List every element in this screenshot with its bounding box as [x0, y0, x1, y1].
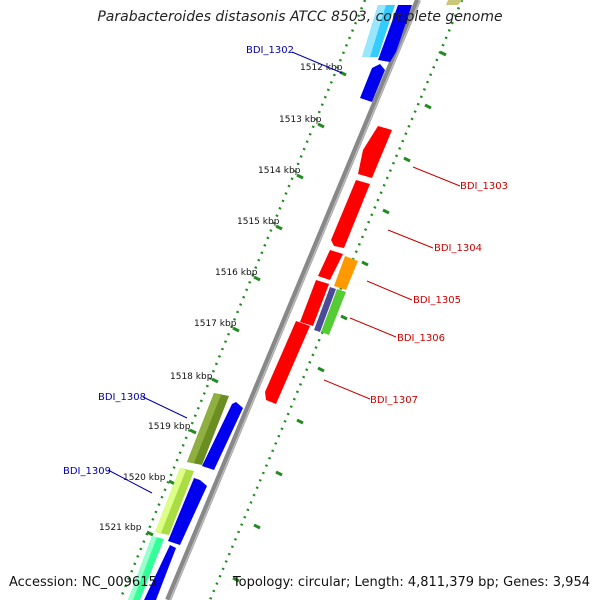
gene-blue-1309b[interactable] — [168, 478, 207, 545]
gene-green-1306[interactable] — [321, 289, 346, 335]
callout-line-1307 — [323, 379, 371, 400]
topology-text: Topology: circular; Length: 4,811,379 bp… — [232, 575, 590, 590]
tick-label-1512: 1512 kbp — [300, 63, 343, 73]
genome-title: Parabacteroides distasonis ATCC 8503, co… — [97, 9, 503, 25]
callout-line-1308 — [142, 396, 188, 419]
gene-orange-1305[interactable] — [334, 256, 358, 290]
gene-blue-1308b[interactable] — [202, 402, 243, 470]
tick-label-1517: 1517 kbp — [194, 319, 237, 329]
callout-line-1309 — [107, 469, 153, 494]
inner-ticks — [232, 50, 447, 583]
tick-label-1515: 1515 kbp — [237, 217, 280, 227]
gene-label-1305[interactable]: BDI_1305 — [413, 295, 461, 306]
callout-line-1306 — [349, 317, 397, 338]
callout-line-1304 — [387, 229, 434, 249]
callout-line-1303 — [412, 166, 461, 187]
tick-label-1521: 1521 kbp — [99, 523, 142, 533]
gene-red-1304[interactable] — [331, 180, 370, 248]
genome-backbone-highlight — [169, 0, 421, 600]
gene-label-1307[interactable]: BDI_1307 — [370, 395, 418, 406]
tick-label-1519: 1519 kbp — [148, 422, 191, 432]
accession-text: Accession: NC_009615 — [9, 575, 157, 590]
gene-red-1306a[interactable] — [300, 280, 329, 326]
callout-line-1305 — [366, 280, 413, 301]
gene-red-1305a[interactable] — [318, 250, 343, 280]
gene-label-1306[interactable]: BDI_1306 — [397, 333, 445, 344]
gene-cyan-top-shade — [362, 5, 386, 57]
callout-line-1302 — [291, 51, 343, 74]
tick-label-1520: 1520 kbp — [123, 473, 166, 483]
gene-label-1309[interactable]: BDI_1309 — [63, 466, 111, 477]
tick-label-1514: 1514 kbp — [258, 166, 301, 176]
gene-label-1308[interactable]: BDI_1308 — [98, 392, 146, 403]
gene-label-1304[interactable]: BDI_1304 — [434, 243, 482, 254]
gene-khaki-top[interactable] — [446, 0, 462, 5]
gene-yellowgreen-1309-shade — [155, 468, 186, 533]
gene-olive-1308-shade — [187, 393, 221, 463]
gene-teal-bottom-shade — [128, 536, 157, 600]
gene-label-1302[interactable]: BDI_1302 — [246, 45, 294, 56]
genome-backbone — [165, 0, 421, 600]
gene-red-1307[interactable] — [265, 321, 310, 404]
tick-label-1516: 1516 kbp — [215, 268, 258, 278]
gene-label-1303[interactable]: BDI_1303 — [460, 181, 508, 192]
tick-label-1513: 1513 kbp — [279, 115, 322, 125]
gene-red-1303[interactable] — [358, 126, 392, 178]
major-ticks — [146, 70, 347, 537]
gene-purple-1306[interactable] — [314, 287, 336, 332]
gene-blue-bottom[interactable] — [144, 545, 176, 600]
gene-blue-1302[interactable] — [360, 64, 385, 102]
gene-blue-top[interactable] — [378, 5, 412, 62]
tick-label-1518: 1518 kbp — [170, 372, 213, 382]
